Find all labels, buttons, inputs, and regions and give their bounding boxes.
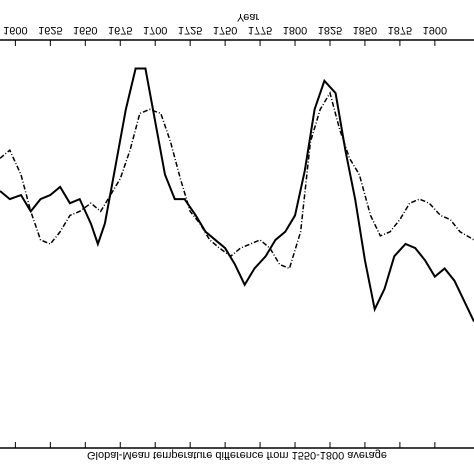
x-axis-label: Year bbox=[237, 11, 260, 23]
x-tick-label: 1775 bbox=[248, 24, 272, 36]
x-tick-label: 1825 bbox=[318, 24, 342, 36]
x-tick-label: 1875 bbox=[388, 24, 412, 36]
chart-title: Global-Mean temperature difference from … bbox=[87, 449, 387, 461]
line-series bbox=[0, 91, 474, 270]
plot-area: Global-Mean temperature difference from … bbox=[0, 11, 474, 461]
x-tick-label: 1725 bbox=[178, 24, 202, 36]
x-tick-label: 1900 bbox=[423, 24, 447, 36]
line-series bbox=[0, 67, 474, 322]
x-tick-label: 1750 bbox=[213, 24, 237, 36]
x-tick-label: 1850 bbox=[353, 24, 377, 36]
x-tick-label: 1625 bbox=[38, 24, 62, 36]
x-tick-label: 1650 bbox=[73, 24, 97, 36]
x-tick-label: 1600 bbox=[3, 24, 27, 36]
x-tick-label: 1800 bbox=[283, 24, 307, 36]
x-tick-label: 1700 bbox=[143, 24, 167, 36]
x-tick-label: 1675 bbox=[108, 24, 132, 36]
